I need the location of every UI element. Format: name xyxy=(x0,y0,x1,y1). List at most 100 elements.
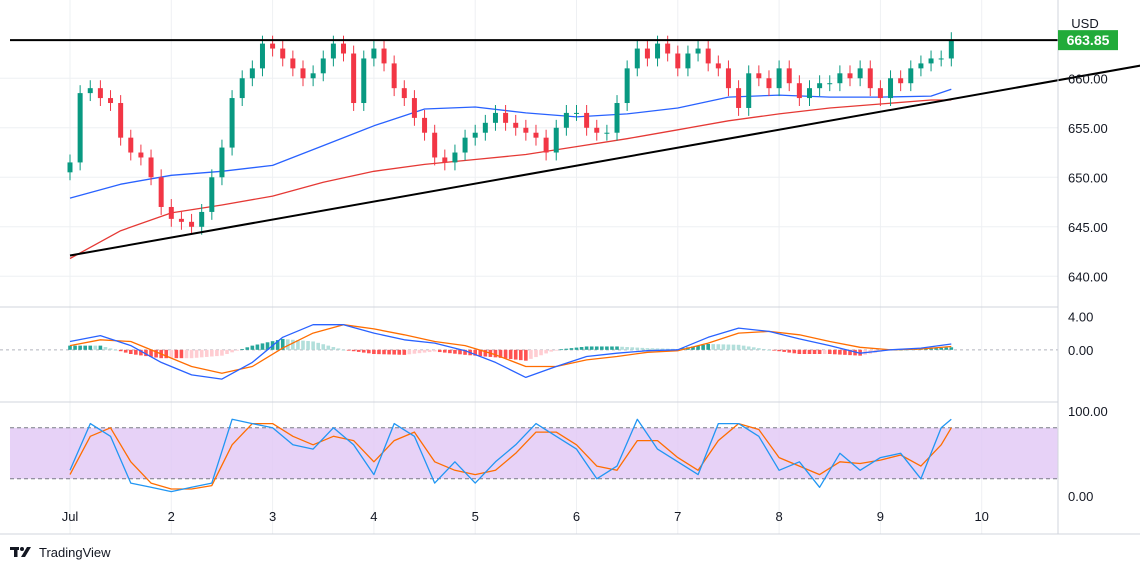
last-price-badge-bg xyxy=(1058,30,1118,51)
macd-histogram-bar xyxy=(817,349,822,354)
macd-histogram-bar xyxy=(630,347,635,350)
candle-body xyxy=(462,137,468,153)
time-tick-label: 5 xyxy=(472,509,479,524)
macd-histogram-bar xyxy=(311,341,315,350)
candle-body xyxy=(665,43,671,54)
macd-histogram-bar xyxy=(787,349,792,353)
candle xyxy=(361,50,367,111)
macd-histogram-bar xyxy=(108,348,113,350)
candle xyxy=(867,60,873,97)
time-axis[interactable]: Jul 2 3 4 5 6 7 8 9 10 xyxy=(62,509,989,524)
macd-histogram-bar xyxy=(544,349,548,354)
candle xyxy=(411,90,417,126)
macd-histogram-bar xyxy=(225,349,229,354)
time-tick-label: 8 xyxy=(775,509,782,524)
tradingview-logo-icon xyxy=(10,547,31,557)
macd-histogram-bar xyxy=(356,349,361,352)
macd-histogram-bar xyxy=(199,349,204,358)
candle xyxy=(786,60,792,92)
macd-histogram-bar xyxy=(123,349,128,353)
candle xyxy=(574,104,579,121)
candle xyxy=(310,65,316,87)
candle xyxy=(219,139,225,186)
candle-body xyxy=(644,48,650,59)
candle-body xyxy=(209,177,215,212)
candle-body xyxy=(270,43,276,49)
candle xyxy=(644,40,650,67)
macd-histogram-bar xyxy=(838,349,842,355)
macd-histogram-bar xyxy=(351,349,356,352)
macd-histogram-bar xyxy=(285,339,290,350)
candle xyxy=(715,55,721,77)
candle-body xyxy=(472,132,478,138)
macd-histogram-bar xyxy=(230,349,234,353)
macd-histogram-bar xyxy=(103,347,108,350)
footer-branding[interactable]: TradingView xyxy=(10,543,111,561)
candle-body xyxy=(543,137,549,153)
macd-histogram-bar xyxy=(301,340,305,350)
candle-body xyxy=(442,157,448,163)
time-tick-label: 7 xyxy=(674,509,681,524)
macd-histogram-bar xyxy=(316,342,320,350)
candle xyxy=(391,55,397,97)
candle xyxy=(492,104,498,131)
candle-body xyxy=(482,122,488,133)
macd-tick-label: 4.00 xyxy=(1068,309,1093,324)
candle-body xyxy=(888,78,894,99)
candle xyxy=(685,45,691,77)
candle-body xyxy=(87,88,93,94)
candle-body xyxy=(300,68,306,79)
macd-histogram-bar xyxy=(767,349,771,351)
candle xyxy=(533,124,539,146)
macd-histogram-bar xyxy=(250,345,255,350)
candle xyxy=(320,50,326,82)
candle-body xyxy=(746,73,752,108)
candle-body xyxy=(523,127,529,133)
macd-histogram-bar xyxy=(402,349,407,355)
price-panel[interactable] xyxy=(10,32,1140,260)
candle-body xyxy=(411,98,417,118)
macd-histogram-bar xyxy=(280,338,285,350)
macd-histogram-bar xyxy=(655,348,660,350)
macd-histogram-bar xyxy=(635,347,640,350)
macd-histogram-bar xyxy=(463,349,467,355)
stochastic-panel[interactable] xyxy=(10,418,1058,493)
candle xyxy=(837,65,843,92)
candle xyxy=(695,40,701,62)
candle xyxy=(158,169,164,215)
macd-histogram-bar xyxy=(726,344,731,350)
candle xyxy=(300,60,306,87)
macd-line xyxy=(69,324,952,380)
macd-histogram-bar xyxy=(265,342,270,350)
candle-body xyxy=(705,48,711,64)
price-tick-label: 650.00 xyxy=(1068,170,1108,185)
candle xyxy=(614,95,620,141)
candle-body xyxy=(138,152,144,158)
macd-histogram-bar xyxy=(128,349,133,354)
macd-histogram-bar xyxy=(822,349,827,354)
macd-histogram-bar xyxy=(843,349,847,355)
macd-histogram-bar xyxy=(833,349,837,355)
candle-body xyxy=(584,112,590,128)
macd-histogram-bar xyxy=(215,349,219,357)
macd-histogram-bar xyxy=(650,348,655,350)
price-tick-label: 655.00 xyxy=(1068,121,1108,136)
macd-histogram-bar xyxy=(427,349,432,353)
candle-body xyxy=(290,58,296,69)
candle xyxy=(432,124,438,166)
macd-histogram-bar xyxy=(260,343,265,350)
candle xyxy=(898,70,904,92)
macd-histogram-bar xyxy=(118,349,123,352)
candle xyxy=(472,124,478,146)
candle xyxy=(634,40,640,77)
candle-body xyxy=(533,132,539,138)
candle xyxy=(67,154,73,181)
macd-histogram-bar xyxy=(812,349,817,354)
price-axis[interactable]: 660.00 655.00 650.00 645.00 640.00 4.00 0.00 10… xyxy=(1068,71,1108,504)
candle-body xyxy=(806,88,812,99)
candle-body xyxy=(158,177,164,207)
macd-panel[interactable] xyxy=(0,324,1058,380)
macd-histogram-bar xyxy=(326,345,331,350)
candle xyxy=(401,80,407,106)
